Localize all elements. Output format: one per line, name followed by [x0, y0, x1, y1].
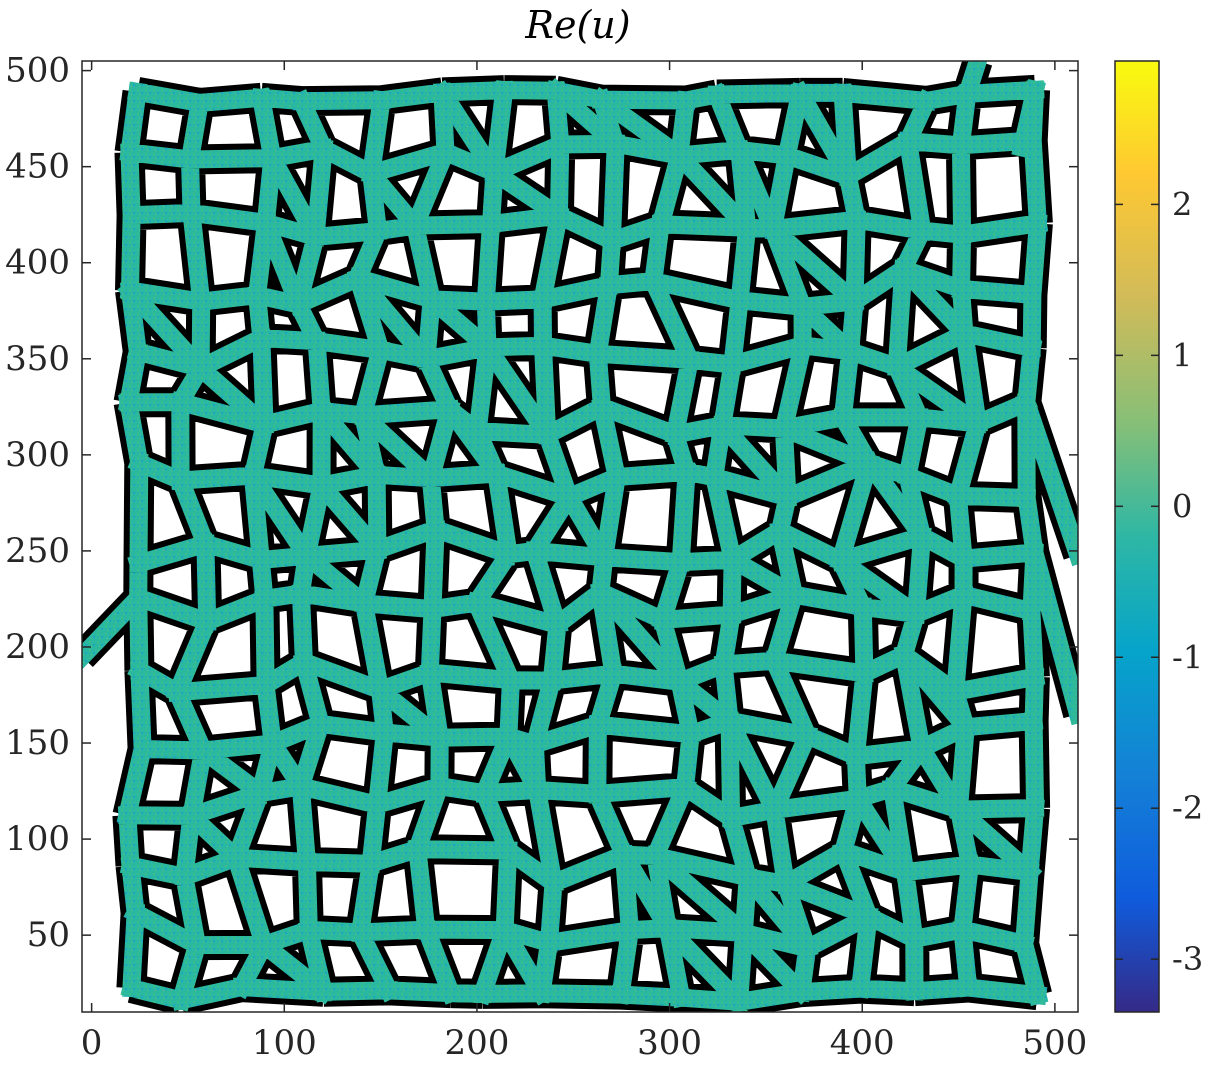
y-tick-label: 400 — [5, 243, 70, 283]
y-tick-label: 200 — [5, 627, 70, 667]
y-tick-label: 500 — [5, 51, 70, 91]
colorbar-tick-label: 2 — [1172, 185, 1192, 223]
chart-title: Re(u) — [524, 3, 630, 47]
colorbar-tick-label: -3 — [1172, 940, 1203, 978]
plot-frame — [81, 60, 1079, 1013]
colorbar — [1114, 60, 1160, 1013]
y-axis: 50 100 150 200 250 300 350 400 450 500 — [5, 51, 1078, 955]
colorbar-tick-label: -2 — [1172, 789, 1203, 827]
y-tick-label: 300 — [5, 435, 70, 475]
y-tick-label: 250 — [5, 531, 70, 571]
network-edge-field — [82, 61, 1078, 1012]
x-tick-label: 300 — [637, 1023, 702, 1063]
y-tick-label: 450 — [5, 147, 70, 187]
y-tick-label: 350 — [5, 339, 70, 379]
colorbar-axis: 2 1 0 -1 -2 -3 — [1115, 185, 1203, 978]
x-axis: 0 100 200 300 400 500 — [81, 61, 1087, 1063]
y-tick-label: 150 — [5, 723, 70, 763]
x-tick-label: 100 — [252, 1023, 317, 1063]
y-tick-label: 50 — [27, 915, 70, 955]
colorbar-tick-label: 0 — [1172, 487, 1192, 525]
y-tick-label: 100 — [5, 819, 70, 859]
network-mesh — [82, 61, 1078, 1012]
x-tick-label: 400 — [830, 1023, 895, 1063]
x-tick-label: 500 — [1022, 1023, 1087, 1063]
colorbar-tick-label: 1 — [1172, 336, 1192, 374]
x-tick-label: 0 — [81, 1023, 103, 1063]
colorbar-tick-label: -1 — [1172, 638, 1203, 676]
x-tick-label: 200 — [444, 1023, 509, 1063]
